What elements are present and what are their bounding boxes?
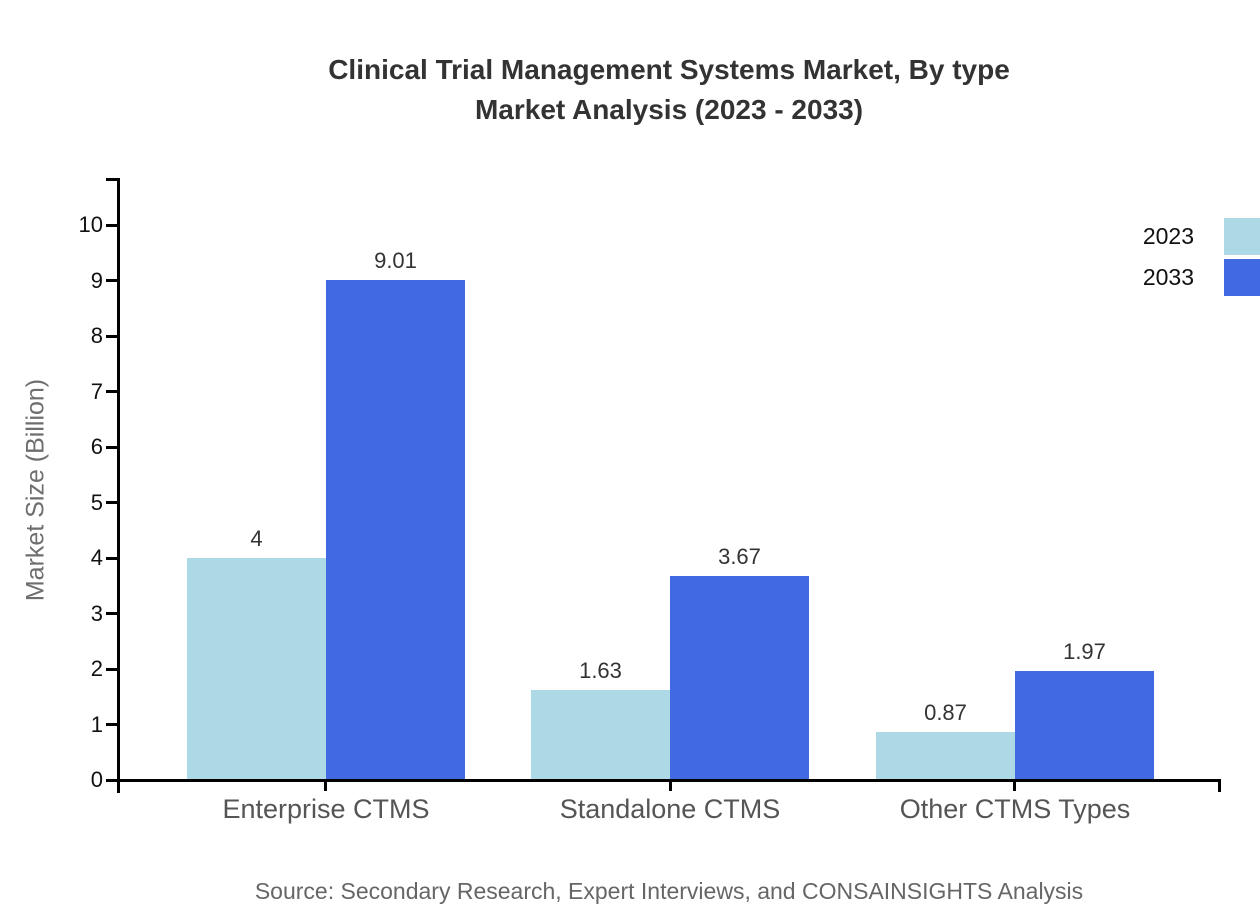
y-axis-tick-label: 6 — [90, 434, 103, 459]
bar-value-label-2033-standalone-ctms: 3.67 — [718, 544, 761, 569]
x-axis-tick — [669, 782, 672, 791]
legend-swatch-2033 — [1224, 259, 1260, 296]
y-axis-tick-label: 2 — [90, 656, 103, 681]
legend: 2023 2033 — [1143, 218, 1260, 300]
y-axis-tick-label: 10 — [78, 212, 103, 237]
legend-item-2023: 2023 — [1143, 218, 1260, 255]
bar-value-label-2033-other-ctms-types: 1.97 — [1063, 639, 1106, 664]
legend-swatch-2023 — [1224, 218, 1260, 255]
y-axis-tick — [106, 612, 117, 615]
y-axis-tick-label: 7 — [90, 379, 103, 404]
bar-2023-other-ctms-types — [876, 732, 1015, 779]
x-axis-line — [117, 779, 1221, 782]
source-note: Source: Secondary Research, Expert Inter… — [254, 878, 1084, 904]
bar-value-label-2023-enterprise-ctms: 4 — [250, 526, 263, 551]
y-axis-tick — [106, 779, 117, 782]
bar-2033-other-ctms-types — [1015, 671, 1154, 779]
legend-label-2023: 2023 — [1142, 223, 1194, 249]
y-axis-tick — [106, 668, 117, 671]
y-axis-tick-label: 8 — [90, 323, 103, 348]
legend-label-2033: 2033 — [1142, 264, 1194, 290]
x-axis-category-label-standalone-ctms: Standalone CTMS — [559, 794, 781, 824]
bar-value-label-2033-enterprise-ctms: 9.01 — [374, 248, 417, 273]
y-axis-tick-label: 9 — [90, 268, 103, 293]
y-axis-tick — [106, 335, 117, 338]
y-axis-tick — [106, 723, 117, 726]
y-axis-tick — [106, 224, 117, 227]
bar-value-label-2023-standalone-ctms: 1.63 — [579, 658, 622, 683]
y-axis-line — [117, 178, 120, 793]
bar-value-label-2023-other-ctms-types: 0.87 — [924, 700, 967, 725]
y-axis-tick-label: 0 — [90, 767, 103, 792]
x-axis-tick — [324, 782, 327, 791]
y-axis-tick — [106, 390, 117, 393]
y-axis-tick-label: 1 — [90, 712, 103, 737]
y-axis-tick — [106, 557, 117, 560]
x-axis-end-cap — [1218, 779, 1221, 792]
x-axis-category-label-enterprise-ctms: Enterprise CTMS — [222, 794, 430, 824]
y-axis-tick-label: 3 — [90, 601, 103, 626]
chart-title-line1: Clinical Trial Management Systems Market… — [328, 54, 1010, 85]
bar-2023-standalone-ctms — [531, 690, 670, 779]
y-axis-tick — [106, 446, 117, 449]
bar-2023-enterprise-ctms — [187, 558, 326, 779]
legend-item-2033: 2033 — [1143, 259, 1260, 296]
y-axis-tick-label: 4 — [90, 545, 103, 570]
x-axis-tick — [1013, 782, 1016, 791]
bar-2033-standalone-ctms — [670, 576, 809, 779]
y-axis-tick — [106, 501, 117, 504]
y-axis-tick-label: 5 — [90, 490, 103, 515]
x-axis-category-label-other-ctms-types: Other CTMS Types — [899, 794, 1131, 824]
bar-2033-enterprise-ctms — [326, 280, 465, 779]
y-axis-end-cap — [106, 178, 117, 181]
chart-title-line2: Market Analysis (2023 - 2033) — [474, 94, 864, 125]
y-axis-tick — [106, 279, 117, 282]
chart-title: Clinical Trial Management Systems Market… — [117, 50, 1221, 130]
